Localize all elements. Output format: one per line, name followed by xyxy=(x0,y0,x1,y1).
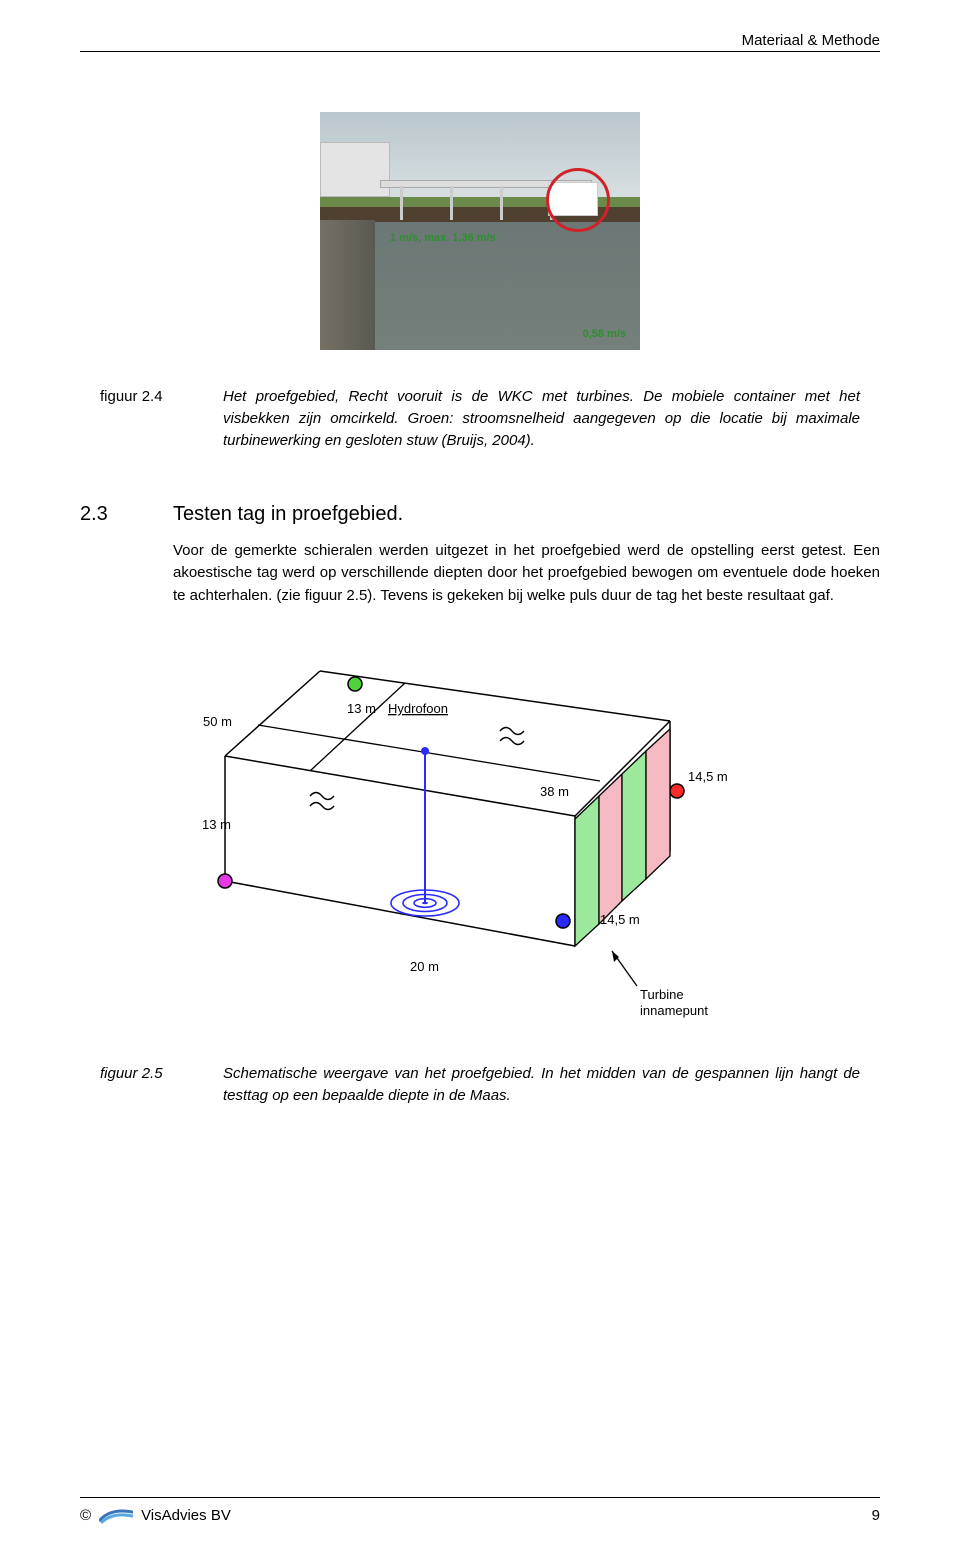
figure-2-4-caption: figuur 2.4 Het proefgebied, Recht voorui… xyxy=(100,386,860,451)
running-header: Materiaal & Methode xyxy=(80,32,880,49)
section-title: Testen tag in proefgebied. xyxy=(173,503,880,526)
flow-speed-label-bottom: 0,58 m/s xyxy=(583,328,626,340)
hydrophone-red xyxy=(670,784,684,798)
label-38m: 38 m xyxy=(540,784,569,799)
highlight-circle xyxy=(546,168,610,232)
hydrophone-green xyxy=(348,677,362,691)
figure-2-4-label: figuur 2.4 xyxy=(100,386,195,408)
schematic-diagram: 50 m 13 m Hydrofoon 13 m 20 m 38 m 14,5 … xyxy=(200,641,760,1025)
footer-company: VisAdvies BV xyxy=(141,1507,231,1524)
label-turbine-2: innamepunt xyxy=(640,1003,708,1018)
figure-2-4-text: Het proefgebied, Recht vooruit is de WKC… xyxy=(223,386,860,451)
label-13m-hydro: 13 m xyxy=(347,701,376,716)
figure-2-5-label: figuur 2.5 xyxy=(100,1063,195,1085)
figure-2-5-text: Schematische weergave van het proefgebie… xyxy=(223,1063,860,1107)
hydrophone-magenta xyxy=(218,874,232,888)
flow-speed-label-top: 1 m/s, max. 1,36 m/s xyxy=(390,232,496,244)
label-14-5m-bottom: 14,5 m xyxy=(600,912,640,927)
figure-2-5-caption: figuur 2.5 Schematische weergave van het… xyxy=(100,1063,860,1107)
header-rule xyxy=(80,51,880,52)
wave-icon xyxy=(310,792,334,809)
copyright-symbol: © xyxy=(80,1507,91,1524)
label-50m: 50 m xyxy=(203,714,232,729)
wave-icon xyxy=(500,727,524,744)
label-13m-front: 13 m xyxy=(202,817,231,832)
logo-icon xyxy=(99,1506,133,1524)
section-number: 2.3 xyxy=(80,503,145,526)
target-rings xyxy=(391,890,459,916)
hydrophone-blue xyxy=(556,914,570,928)
page-number: 9 xyxy=(872,1507,880,1524)
label-20m: 20 m xyxy=(410,959,439,974)
label-hydrofoon: Hydrofoon xyxy=(388,701,448,716)
site-photo-image: 1 m/s, max. 1,36 m/s 0,58 m/s xyxy=(320,112,640,350)
label-14-5m-top: 14,5 m xyxy=(688,769,728,784)
section-heading: 2.3 Testen tag in proefgebied. xyxy=(80,503,880,526)
site-photo: 1 m/s, max. 1,36 m/s 0,58 m/s xyxy=(320,112,640,350)
page-footer: © VisAdvies BV 9 xyxy=(80,1497,880,1524)
label-turbine-1: Turbine xyxy=(640,987,684,1002)
section-paragraph: Voor de gemerkte schieralen werden uitge… xyxy=(173,540,880,607)
